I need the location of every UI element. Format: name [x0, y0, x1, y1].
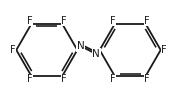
Text: F: F — [61, 16, 67, 26]
Text: F: F — [110, 16, 116, 26]
Text: F: F — [110, 74, 116, 84]
Text: F: F — [61, 74, 67, 84]
Text: F: F — [144, 74, 150, 84]
Text: N: N — [92, 49, 100, 59]
Text: N: N — [77, 41, 85, 51]
Text: F: F — [27, 16, 33, 26]
Text: F: F — [10, 45, 16, 55]
Text: F: F — [161, 45, 167, 55]
Text: F: F — [144, 16, 150, 26]
Text: F: F — [27, 74, 33, 84]
